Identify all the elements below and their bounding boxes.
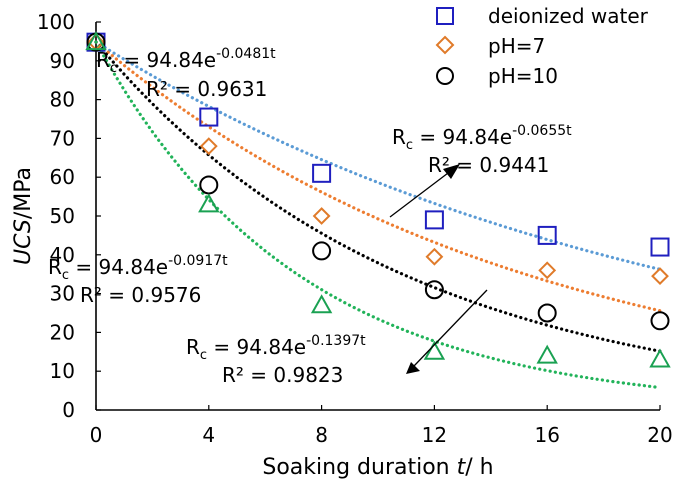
- fit-curve-4: [94, 40, 662, 390]
- annotation-ph10: Rc = 94.84e-0.0917t R² = 0.9576: [48, 253, 228, 307]
- y-tick-label: 30: [50, 282, 75, 306]
- data-point-diamond: [538, 261, 557, 280]
- data-point-triangle: [198, 193, 220, 213]
- y-tick-label: 40: [50, 243, 75, 267]
- y-tick-label: 90: [50, 49, 75, 73]
- data-point-circle: [650, 311, 670, 331]
- x-tick-label: 8: [315, 423, 328, 447]
- annotation-green-series: Rc = 94.84e-0.1397t R² = 0.9823: [186, 289, 488, 387]
- axis-ticks: 0 4 8 12 16 20 0 10 20 30 40 50 60 70 80 90 100: [37, 10, 673, 447]
- r-squared: R² = 0.9441: [428, 153, 549, 177]
- data-point-diamond: [651, 267, 669, 286]
- x-tick-label: 16: [534, 423, 559, 447]
- data-point-circle: [312, 241, 332, 261]
- fit-curve-1: [94, 40, 662, 271]
- annotation-ph7: Rc = 94.84e-0.0655t R² = 0.9441: [389, 123, 572, 218]
- r-squared: R² = 0.9631: [146, 77, 267, 101]
- fit-curves: [94, 40, 662, 390]
- y-tick-label: 10: [50, 359, 75, 383]
- data-point-triangle: [310, 294, 333, 314]
- data-point-circle: [199, 175, 219, 195]
- x-tick-label: 4: [202, 423, 215, 447]
- fit-curve-2: [94, 40, 662, 313]
- data-point-square: [424, 210, 444, 230]
- fit-equation: Rc = 94.84e-0.0655t: [392, 123, 572, 153]
- x-tick-label: 0: [90, 423, 103, 447]
- fit-equation: Rc = 94.84e-0.1397t: [186, 333, 366, 363]
- data-point-diamond: [312, 207, 331, 225]
- data-point-triangle: [649, 348, 671, 368]
- y-tick-label: 80: [50, 88, 75, 112]
- legend-label-ph10: pH=10: [488, 64, 558, 88]
- annotation-deionized-water: Rc = 94.84e-0.0481t R² = 0.9631: [96, 46, 276, 101]
- y-tick-label: 70: [50, 126, 75, 150]
- data-markers: [85, 31, 671, 368]
- data-point-square: [537, 225, 557, 245]
- x-axis-title: Soaking duration t/ h: [262, 455, 493, 480]
- legend-marker-circle: [436, 67, 454, 85]
- arrow-head: [406, 362, 420, 374]
- legend-marker-square: [436, 7, 454, 25]
- data-point-square: [650, 237, 670, 257]
- annotation-arrow: [389, 169, 453, 218]
- r-squared: R² = 0.9576: [80, 283, 201, 307]
- r-squared: R² = 0.9823: [222, 363, 343, 387]
- data-point-diamond: [199, 137, 218, 156]
- data-point-circle: [424, 280, 444, 300]
- y-tick-label: 100: [37, 10, 75, 34]
- data-point-triangle: [85, 31, 107, 51]
- fit-equation: Rc = 94.84e-0.0917t: [48, 253, 228, 283]
- x-tick-label: 20: [647, 423, 672, 447]
- annotation-arrow: [413, 289, 488, 367]
- legend-label-ph7: pH=7: [488, 34, 545, 58]
- legend: deionized water pH=7 pH=10: [435, 4, 649, 88]
- data-point-diamond: [425, 247, 444, 266]
- legend-marker-diamond: [435, 35, 455, 55]
- fit-curve-3: [94, 40, 662, 353]
- data-point-square: [312, 163, 332, 183]
- y-tick-label: 0: [62, 398, 75, 422]
- y-axis-title: UCS/MPa: [11, 167, 36, 265]
- y-tick-label: 50: [50, 204, 75, 228]
- fit-equation: Rc = 94.84e-0.0481t: [96, 46, 276, 76]
- data-point-triangle: [536, 344, 558, 364]
- data-point-square: [199, 107, 219, 127]
- y-tick-label: 60: [50, 165, 75, 189]
- data-point-triangle: [423, 340, 446, 360]
- data-point-circle: [537, 303, 557, 323]
- legend-label-deionized-water: deionized water: [488, 4, 649, 28]
- x-tick-label: 12: [422, 423, 447, 447]
- arrow-head: [443, 164, 460, 179]
- y-tick-label: 20: [50, 320, 75, 344]
